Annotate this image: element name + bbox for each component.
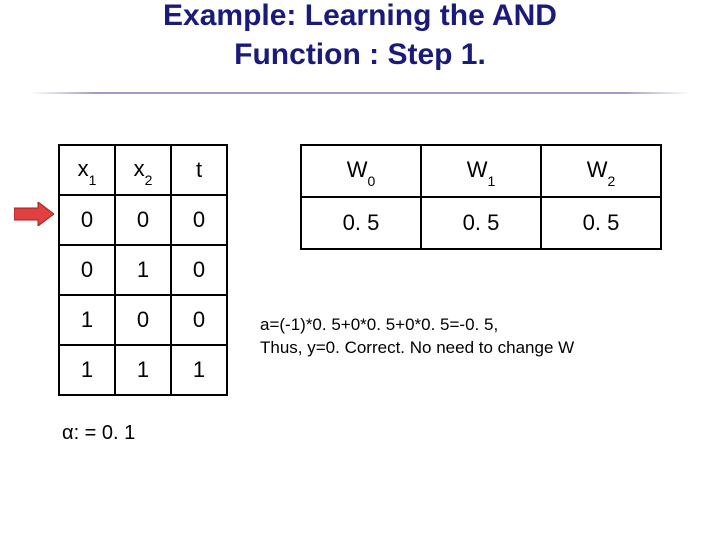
row-pointer-arrow-icon <box>14 202 54 226</box>
cell: 0 <box>171 195 227 245</box>
title-line-1: Example: Learning the AND <box>0 0 720 35</box>
weight-value-w0: 0. 5 <box>301 197 421 249</box>
truth-table-header-x1: x1 <box>59 145 115 195</box>
cell: 0 <box>171 245 227 295</box>
calc-line-1: a=(-1)*0. 5+0*0. 5+0*0. 5=-0. 5, <box>260 314 574 337</box>
weights-header-w2: W2 <box>541 145 661 197</box>
alpha-symbol: α <box>62 422 74 444</box>
alpha-text: : = 0. 1 <box>74 422 136 444</box>
weights-value-row: 0. 5 0. 5 0. 5 <box>301 197 661 249</box>
table-row: 0 0 0 <box>59 195 227 245</box>
cell: 1 <box>115 345 171 395</box>
cell: 0 <box>59 245 115 295</box>
table-row: 0 1 0 <box>59 245 227 295</box>
cell: 0 <box>171 295 227 345</box>
truth-table-header-x2: x2 <box>115 145 171 195</box>
cell: 1 <box>59 295 115 345</box>
weights-header-w0: W0 <box>301 145 421 197</box>
title-underline <box>30 92 690 94</box>
truth-table: x1 x2 t 0 0 0 0 1 0 1 0 0 1 1 1 <box>58 144 228 396</box>
title-line-2: Function : Step 1. <box>0 35 720 74</box>
calculation-text: a=(-1)*0. 5+0*0. 5+0*0. 5=-0. 5, Thus, y… <box>260 314 574 360</box>
weight-value-w2: 0. 5 <box>541 197 661 249</box>
truth-table-header-row: x1 x2 t <box>59 145 227 195</box>
calc-line-2: Thus, y=0. Correct. No need to change W <box>260 337 574 360</box>
content-area: x1 x2 t 0 0 0 0 1 0 1 0 0 1 1 1 W0 W1 W2 <box>0 134 720 494</box>
weights-table-header-row: W0 W1 W2 <box>301 145 661 197</box>
cell: 0 <box>115 195 171 245</box>
weights-table: W0 W1 W2 0. 5 0. 5 0. 5 <box>300 144 662 250</box>
alpha-note: α: = 0. 1 <box>62 422 135 445</box>
truth-table-header-t: t <box>171 145 227 195</box>
cell: 1 <box>59 345 115 395</box>
cell: 0 <box>59 195 115 245</box>
table-row: 1 0 0 <box>59 295 227 345</box>
weights-header-w1: W1 <box>421 145 541 197</box>
cell: 0 <box>115 295 171 345</box>
table-row: 1 1 1 <box>59 345 227 395</box>
weight-value-w1: 0. 5 <box>421 197 541 249</box>
cell: 1 <box>115 245 171 295</box>
cell: 1 <box>171 345 227 395</box>
